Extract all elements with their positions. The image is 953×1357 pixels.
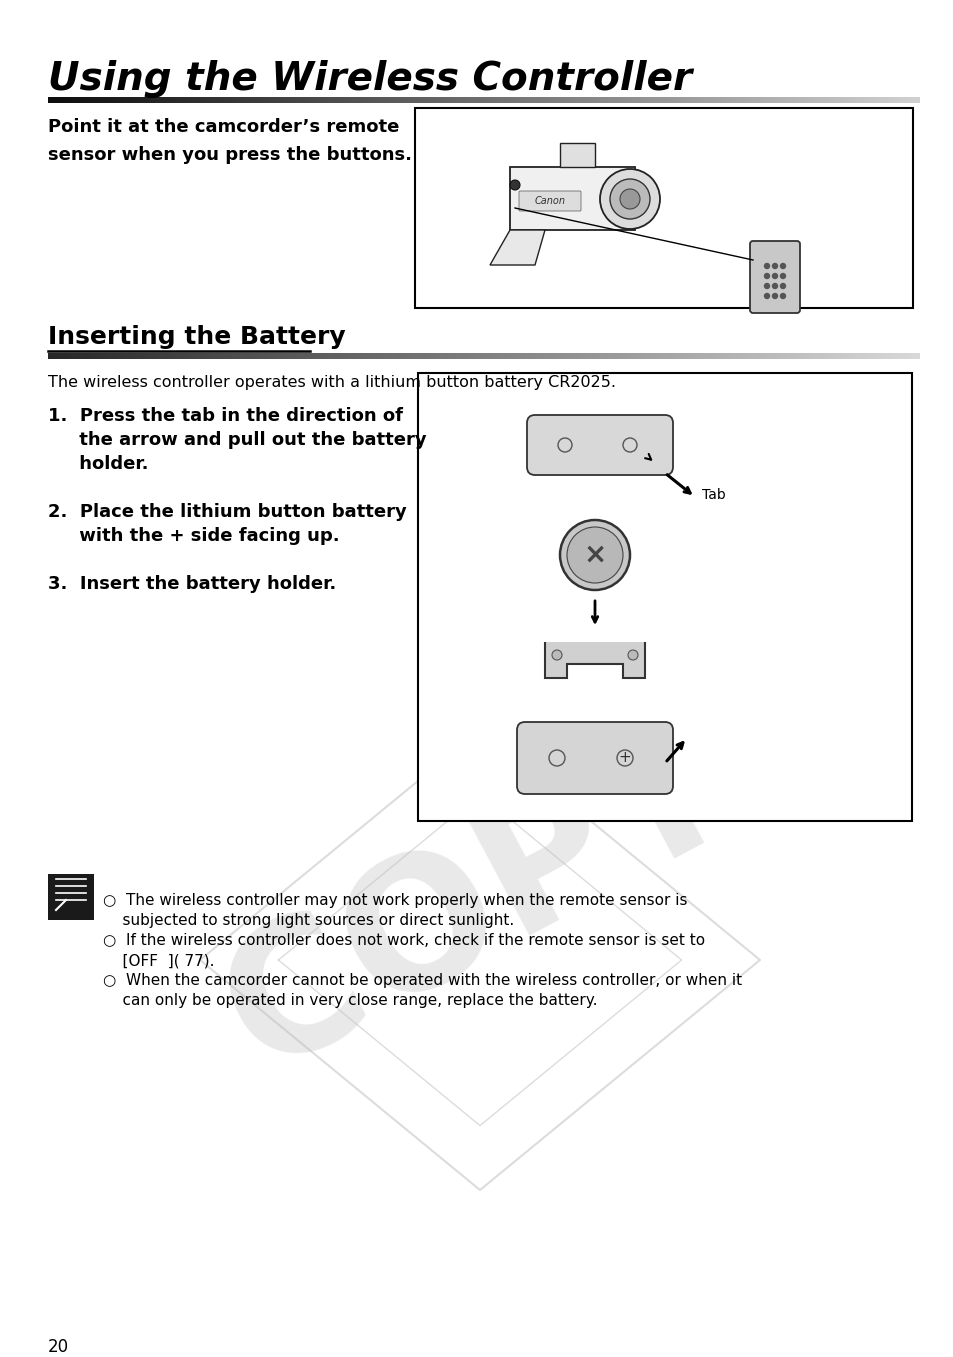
Circle shape [780,263,784,269]
FancyBboxPatch shape [415,109,912,308]
Text: Canon: Canon [534,195,565,206]
Text: the arrow and pull out the battery: the arrow and pull out the battery [48,432,426,449]
Polygon shape [544,642,644,678]
Text: subjected to strong light sources or direct sunlight.: subjected to strong light sources or dir… [103,913,514,928]
Polygon shape [490,229,544,265]
Circle shape [552,650,561,660]
Circle shape [772,293,777,299]
Text: ×: × [583,541,606,569]
Text: COPY: COPY [196,693,763,1106]
Circle shape [780,293,784,299]
Text: can only be operated in very close range, replace the battery.: can only be operated in very close range… [103,993,597,1008]
Circle shape [609,179,649,218]
FancyBboxPatch shape [526,415,672,475]
Circle shape [510,180,519,190]
Polygon shape [510,167,635,229]
Text: Using the Wireless Controller: Using the Wireless Controller [48,60,691,98]
Circle shape [763,274,769,278]
Text: ○  If the wireless controller does not work, check if the remote sensor is set t: ○ If the wireless controller does not wo… [103,934,704,949]
Text: ○  The wireless controller may not work properly when the remote sensor is: ○ The wireless controller may not work p… [103,893,687,908]
Circle shape [772,263,777,269]
Text: sensor when you press the buttons.: sensor when you press the buttons. [48,147,412,164]
Circle shape [566,527,622,584]
Text: ○  When the camcorder cannot be operated with the wireless controller, or when i: ○ When the camcorder cannot be operated … [103,973,741,988]
Text: +: + [618,750,631,765]
FancyBboxPatch shape [749,242,800,313]
Text: Inserting the Battery: Inserting the Battery [48,324,345,349]
Circle shape [599,170,659,229]
Text: 1.  Press the tab in the direction of: 1. Press the tab in the direction of [48,407,402,425]
FancyBboxPatch shape [417,373,911,821]
Circle shape [772,284,777,289]
Text: holder.: holder. [48,455,149,474]
FancyBboxPatch shape [517,722,672,794]
Text: The wireless controller operates with a lithium button battery CR2025.: The wireless controller operates with a … [48,375,616,389]
Text: [OFF  ]( 77).: [OFF ]( 77). [103,953,214,968]
Text: with the + side facing up.: with the + side facing up. [48,527,339,546]
Text: Tab: Tab [701,489,725,502]
Circle shape [780,274,784,278]
Text: Point it at the camcorder’s remote: Point it at the camcorder’s remote [48,118,399,136]
Circle shape [627,650,638,660]
Polygon shape [559,142,595,167]
Text: 3.  Insert the battery holder.: 3. Insert the battery holder. [48,575,335,593]
Circle shape [772,274,777,278]
FancyBboxPatch shape [48,874,94,920]
Circle shape [780,284,784,289]
Circle shape [763,284,769,289]
FancyBboxPatch shape [518,191,580,210]
Circle shape [763,263,769,269]
Circle shape [763,293,769,299]
Text: 20: 20 [48,1338,69,1356]
Text: 2.  Place the lithium button battery: 2. Place the lithium button battery [48,503,406,521]
Circle shape [619,189,639,209]
Circle shape [559,520,629,590]
